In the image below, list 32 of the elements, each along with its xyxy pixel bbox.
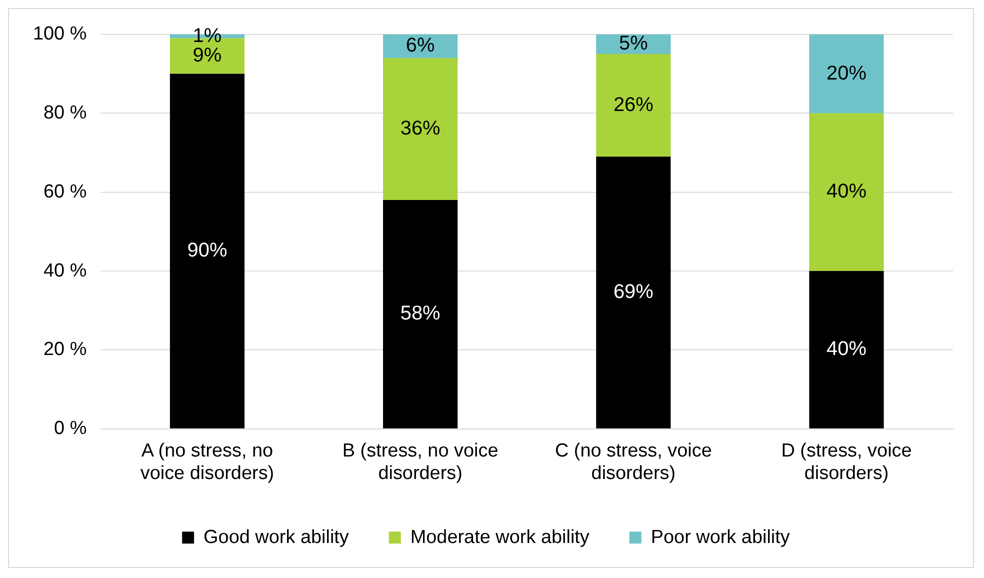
bar [383, 200, 458, 428]
data-label: 5% [618, 32, 648, 55]
x-tick-label: D (stress, voice disorders) [781, 440, 912, 484]
y-tick-label: 60 % [44, 181, 87, 202]
y-tick-label: 100 % [32, 24, 87, 45]
legend-label: Good work ability [204, 526, 350, 548]
bar [809, 34, 884, 114]
data-label: 90% [187, 240, 228, 262]
x-tick-label: A (no stress, no voice disorders) [140, 440, 274, 484]
data-label: 6% [406, 34, 436, 57]
x-tick-label: C (no stress, voice disorders) [554, 440, 712, 484]
data-label: 69% [613, 281, 654, 304]
data-label: 36% [400, 118, 441, 140]
data-label: 58% [400, 302, 441, 325]
y-tick-label: 20 % [44, 339, 87, 360]
y-tick-label: 80 % [44, 102, 87, 124]
bar [809, 271, 884, 428]
data-label: 40% [826, 180, 867, 203]
data-label: 20% [826, 62, 867, 84]
bar [170, 74, 245, 428]
bar [596, 54, 671, 157]
legend-label: Poor work ability [650, 526, 790, 548]
data-label: 40% [826, 338, 867, 360]
legend-label: Moderate work ability [410, 526, 590, 548]
data-label: 26% [613, 94, 654, 116]
bar [596, 156, 671, 428]
bar [809, 113, 884, 272]
bar [383, 58, 458, 200]
x-tick-label: B (stress, no voice disorders) [342, 440, 498, 484]
y-tick-label: 40 % [44, 260, 87, 282]
y-tick-label: 0 % [54, 418, 87, 440]
data-label: 9% [192, 44, 222, 67]
